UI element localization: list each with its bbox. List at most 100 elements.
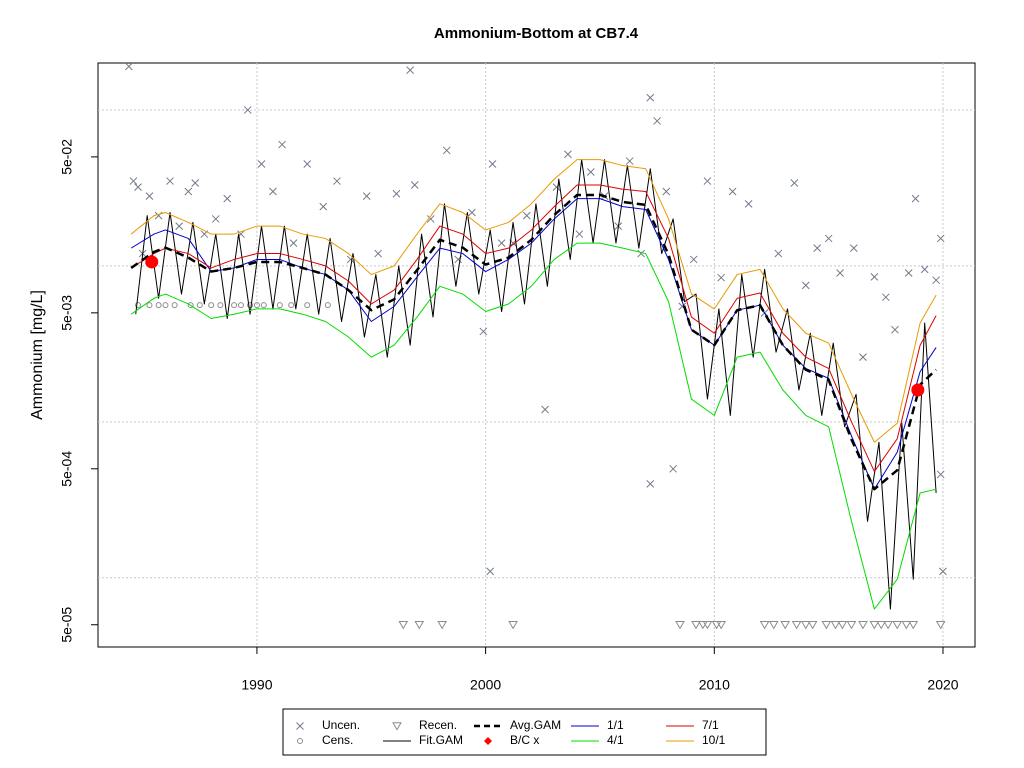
legend-label: Cens. bbox=[322, 733, 353, 747]
legend-label: Fit.GAM bbox=[419, 733, 463, 747]
data-point bbox=[790, 179, 799, 187]
data-point bbox=[780, 621, 791, 630]
data-point bbox=[892, 621, 903, 630]
data-point bbox=[125, 62, 133, 71]
y-tick-label: 5e-02 bbox=[59, 139, 75, 175]
data-point bbox=[243, 106, 252, 114]
data-point bbox=[166, 177, 174, 185]
plot-area bbox=[125, 62, 947, 630]
data-point bbox=[807, 621, 818, 630]
data-point bbox=[936, 470, 945, 479]
legend-label: Uncen. bbox=[322, 718, 360, 732]
y-tick-label: 5e-03 bbox=[59, 295, 75, 331]
data-point bbox=[744, 199, 753, 208]
chart-title: Ammonium-Bottom at CB7.4 bbox=[434, 25, 639, 42]
data-point bbox=[223, 194, 232, 203]
legend-label: Recen. bbox=[419, 718, 457, 732]
data-point bbox=[231, 302, 238, 309]
data-point bbox=[653, 117, 661, 125]
legend-swatch bbox=[392, 722, 402, 731]
data-point bbox=[883, 621, 893, 630]
x-tick-label: 1990 bbox=[241, 677, 272, 693]
data-point bbox=[426, 215, 435, 223]
data-point bbox=[646, 93, 655, 102]
data-point bbox=[702, 621, 713, 630]
data-point bbox=[253, 302, 260, 309]
series-line bbox=[130, 242, 937, 610]
data-point bbox=[289, 239, 298, 247]
legend-swatch bbox=[297, 738, 303, 744]
data-point bbox=[146, 302, 153, 309]
data-point bbox=[324, 302, 331, 309]
data-point bbox=[208, 302, 215, 309]
data-point bbox=[488, 160, 497, 168]
data-point bbox=[891, 325, 899, 334]
legend-label: Avg.GAM bbox=[510, 718, 561, 732]
legend-swatch bbox=[484, 737, 492, 745]
data-point bbox=[175, 222, 184, 230]
data-point bbox=[196, 302, 203, 309]
data-point bbox=[800, 621, 811, 630]
data-point bbox=[768, 621, 779, 630]
data-point bbox=[869, 621, 880, 630]
data-point bbox=[904, 269, 913, 277]
data-point bbox=[836, 269, 844, 277]
data-point bbox=[849, 244, 858, 252]
x-tick-label: 2010 bbox=[699, 677, 730, 693]
data-point bbox=[675, 621, 685, 630]
data-point bbox=[171, 302, 178, 309]
data-point bbox=[935, 621, 946, 630]
data-point bbox=[304, 302, 311, 309]
legend-label: 10/1 bbox=[702, 733, 726, 747]
data-point bbox=[217, 302, 224, 309]
data-point bbox=[901, 621, 912, 630]
data-point bbox=[662, 187, 671, 196]
x-tick-label: 2020 bbox=[927, 677, 958, 693]
data-point bbox=[303, 160, 312, 168]
data-point bbox=[406, 66, 415, 74]
data-point bbox=[716, 621, 727, 630]
data-point bbox=[468, 208, 476, 217]
series-line bbox=[130, 184, 937, 473]
series-line bbox=[130, 193, 937, 491]
data-point bbox=[932, 276, 940, 285]
data-point bbox=[939, 567, 947, 576]
data-point bbox=[211, 215, 220, 223]
data-point bbox=[414, 621, 425, 630]
data-point bbox=[276, 302, 283, 309]
data-point bbox=[362, 192, 371, 201]
data-point bbox=[135, 302, 142, 309]
data-point bbox=[859, 353, 867, 361]
data-point bbox=[813, 244, 822, 252]
data-point bbox=[278, 140, 286, 149]
data-point bbox=[911, 383, 925, 397]
data-point bbox=[187, 302, 194, 309]
data-point bbox=[437, 621, 448, 630]
data-point bbox=[442, 146, 451, 155]
data-point bbox=[837, 621, 848, 630]
legend-swatch bbox=[296, 722, 304, 730]
data-point bbox=[936, 234, 945, 243]
legend-label: 4/1 bbox=[607, 733, 624, 747]
data-point bbox=[791, 621, 802, 630]
data-point bbox=[876, 621, 887, 630]
data-point bbox=[541, 405, 549, 414]
data-point bbox=[858, 621, 868, 630]
data-point bbox=[319, 202, 328, 211]
data-point bbox=[830, 621, 841, 630]
legend-box bbox=[282, 708, 767, 756]
data-point bbox=[646, 480, 655, 488]
data-point bbox=[269, 187, 277, 196]
legend-label: 7/1 bbox=[702, 718, 719, 732]
data-point bbox=[586, 168, 595, 176]
data-point bbox=[508, 621, 518, 630]
y-tick-label: 5e-04 bbox=[59, 451, 75, 487]
data-point bbox=[881, 293, 890, 302]
data-point bbox=[247, 302, 254, 309]
data-point bbox=[564, 150, 572, 159]
data-point bbox=[288, 302, 295, 309]
data-point bbox=[145, 192, 154, 201]
data-point bbox=[846, 621, 857, 630]
